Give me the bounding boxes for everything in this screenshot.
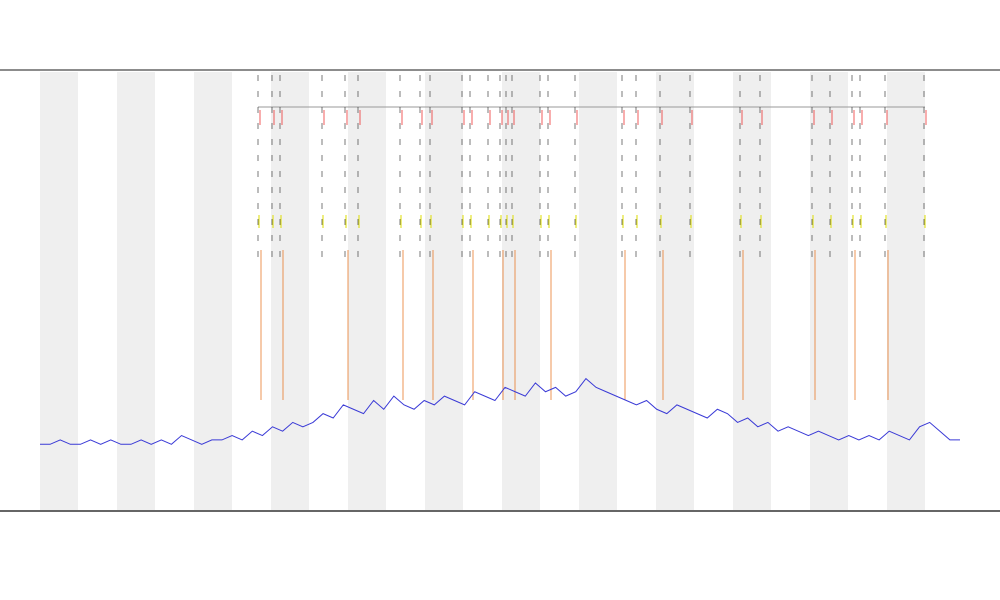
band [733, 72, 771, 510]
background-bands [40, 72, 925, 510]
series-line [40, 377, 960, 445]
band [348, 72, 386, 510]
band [810, 72, 848, 510]
band [502, 72, 540, 510]
event-marks [257, 75, 927, 400]
band [40, 72, 78, 510]
band [194, 72, 232, 510]
band [117, 72, 155, 510]
band [656, 72, 694, 510]
band [425, 72, 463, 510]
band [887, 72, 925, 510]
band [579, 72, 617, 510]
band [271, 72, 309, 510]
